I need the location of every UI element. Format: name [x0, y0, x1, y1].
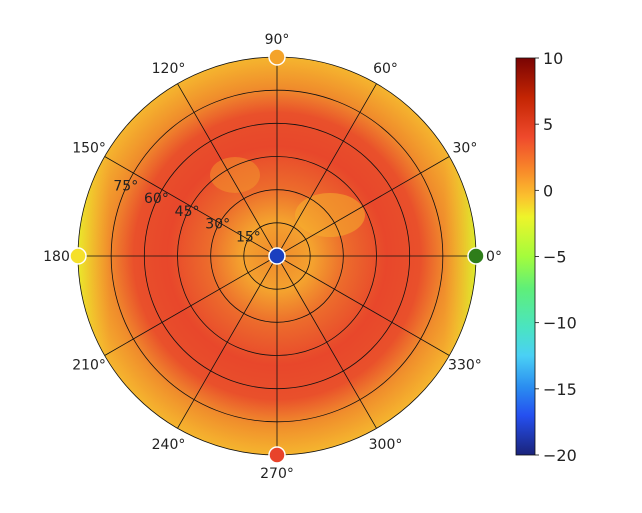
- angular-tick-label: 0°: [486, 249, 502, 265]
- angular-tick-label: 300°: [369, 437, 403, 453]
- radial-tick-label: 15°: [236, 229, 261, 245]
- colorbar-tick-label: 5: [543, 115, 553, 134]
- radial-tick-label: 60°: [144, 191, 169, 207]
- marker: [268, 48, 286, 66]
- radial-tick-label: 45°: [175, 204, 200, 220]
- colorbar-tick-label: −10: [543, 314, 577, 333]
- marker: [268, 247, 286, 265]
- colorbar-tick-label: 10: [543, 49, 563, 68]
- angular-tick-label: 270°: [260, 466, 294, 482]
- marker: [467, 247, 485, 265]
- radial-tick-label: 30°: [205, 217, 230, 233]
- angular-tick-label: 150°: [72, 141, 106, 157]
- colorbar-tick-label: −5: [543, 248, 567, 267]
- angular-tick-label: 90°: [265, 32, 290, 48]
- polar-grid: [77, 56, 477, 456]
- angular-tick-label: 240°: [152, 437, 186, 453]
- colorbar-tick-label: −15: [543, 380, 577, 399]
- angular-tick-label: 210°: [72, 358, 106, 374]
- angular-tick-label: 180°: [43, 249, 77, 265]
- radial-tick-label: 75°: [113, 179, 138, 195]
- colorbar-tick-label: −20: [543, 446, 577, 465]
- marker: [268, 446, 286, 464]
- colorbar: 10 5 0 −5 −10 −15 −20: [515, 49, 577, 465]
- markers: [69, 48, 485, 464]
- colorbar-ticks: 10 5 0 −5 −10 −15 −20: [535, 49, 577, 465]
- angular-tick-label: 60°: [373, 61, 398, 77]
- angular-tick-labels: 0° 30° 60° 90° 120° 150° 180° 210° 240° 270° 300° 3…: [43, 32, 502, 482]
- angular-tick-label: 120°: [152, 61, 186, 77]
- marker: [69, 247, 87, 265]
- angular-tick-label: 30°: [453, 141, 478, 157]
- radial-tick-labels: 15° 30° 45° 60° 75°: [113, 179, 260, 246]
- colorbar-tick-label: 0: [543, 181, 553, 200]
- angular-tick-label: 330°: [448, 358, 482, 374]
